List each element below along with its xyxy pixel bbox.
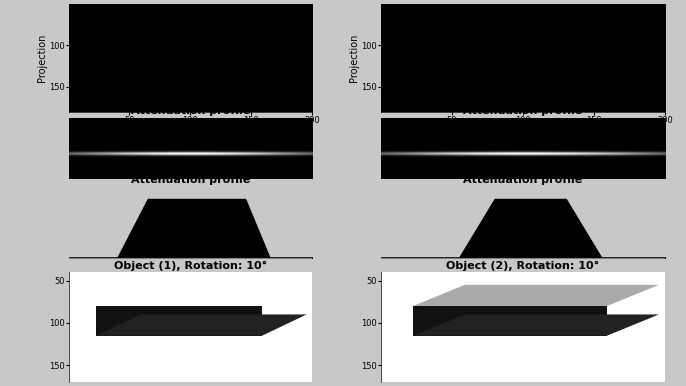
X-axis label: Projections: Projections (497, 127, 549, 137)
Title: Attenuation profile: Attenuation profile (131, 175, 250, 185)
Title: Object (2), Rotation: 10°: Object (2), Rotation: 10° (447, 261, 600, 271)
Polygon shape (413, 285, 659, 306)
Polygon shape (413, 306, 607, 335)
Y-axis label: Projection: Projection (349, 34, 359, 82)
Text: Attenuation profile: Attenuation profile (464, 106, 582, 116)
Polygon shape (96, 306, 262, 335)
Polygon shape (96, 315, 307, 335)
Polygon shape (413, 315, 659, 335)
Y-axis label: Projection: Projection (37, 34, 47, 82)
Title: Object (1), Rotation: 10°: Object (1), Rotation: 10° (114, 261, 267, 271)
Text: Attenuation profile: Attenuation profile (131, 106, 250, 116)
Title: Attenuation profile: Attenuation profile (464, 175, 582, 185)
X-axis label: Projections: Projections (164, 127, 217, 137)
